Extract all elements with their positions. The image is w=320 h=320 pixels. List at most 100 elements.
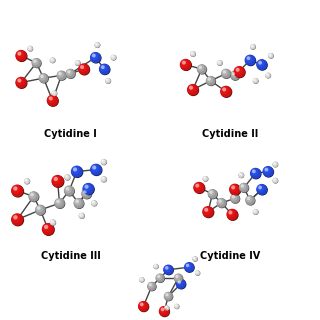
Circle shape — [203, 176, 207, 180]
Circle shape — [251, 168, 258, 176]
Circle shape — [257, 60, 268, 71]
Circle shape — [232, 72, 235, 76]
Circle shape — [52, 175, 61, 184]
Circle shape — [29, 192, 36, 199]
Circle shape — [159, 307, 170, 317]
Circle shape — [262, 166, 274, 177]
Circle shape — [39, 73, 48, 83]
Circle shape — [100, 64, 107, 72]
Circle shape — [30, 193, 34, 196]
Circle shape — [105, 78, 111, 84]
Circle shape — [95, 42, 100, 48]
Circle shape — [163, 265, 173, 275]
Circle shape — [52, 91, 57, 96]
Circle shape — [221, 86, 229, 94]
Circle shape — [194, 182, 205, 194]
Circle shape — [174, 274, 183, 283]
Circle shape — [193, 182, 205, 194]
Circle shape — [174, 273, 183, 283]
Circle shape — [36, 205, 46, 216]
Text: Cytidine III: Cytidine III — [41, 251, 100, 261]
Circle shape — [51, 58, 52, 60]
Circle shape — [12, 214, 20, 223]
Circle shape — [230, 194, 237, 201]
Circle shape — [24, 178, 28, 183]
Circle shape — [57, 70, 66, 80]
Circle shape — [42, 223, 51, 232]
Circle shape — [195, 184, 199, 188]
Circle shape — [165, 306, 167, 308]
Circle shape — [272, 162, 278, 167]
Circle shape — [71, 166, 83, 178]
Circle shape — [57, 71, 64, 78]
Circle shape — [234, 66, 245, 78]
Circle shape — [184, 262, 195, 273]
Circle shape — [100, 64, 110, 75]
Circle shape — [208, 189, 217, 199]
Circle shape — [101, 159, 105, 164]
Circle shape — [164, 292, 173, 301]
Circle shape — [266, 73, 269, 77]
Circle shape — [230, 71, 240, 81]
Circle shape — [58, 72, 62, 76]
Circle shape — [230, 184, 238, 192]
Circle shape — [247, 197, 250, 200]
Circle shape — [246, 196, 256, 206]
Circle shape — [148, 282, 154, 289]
Circle shape — [75, 60, 80, 66]
Circle shape — [232, 195, 235, 198]
Circle shape — [257, 184, 268, 196]
Circle shape — [55, 198, 65, 209]
Circle shape — [80, 213, 82, 216]
Circle shape — [188, 84, 196, 92]
Circle shape — [250, 44, 254, 48]
Circle shape — [71, 166, 80, 174]
Circle shape — [80, 65, 84, 69]
Circle shape — [39, 74, 46, 81]
Circle shape — [209, 190, 213, 194]
Circle shape — [189, 86, 193, 90]
Circle shape — [164, 305, 169, 311]
Circle shape — [79, 64, 87, 72]
Circle shape — [56, 199, 60, 203]
Circle shape — [256, 59, 267, 70]
Circle shape — [194, 182, 202, 190]
Circle shape — [257, 60, 265, 68]
Circle shape — [273, 179, 275, 180]
Circle shape — [221, 86, 232, 98]
Circle shape — [55, 198, 62, 206]
Circle shape — [251, 168, 261, 180]
Circle shape — [178, 280, 181, 284]
Circle shape — [50, 220, 56, 226]
Circle shape — [202, 206, 214, 218]
Circle shape — [40, 75, 44, 78]
Circle shape — [197, 65, 207, 75]
Circle shape — [75, 60, 81, 66]
Circle shape — [258, 61, 262, 65]
Circle shape — [272, 178, 278, 183]
Circle shape — [206, 76, 213, 83]
Circle shape — [268, 53, 272, 57]
Circle shape — [54, 198, 65, 209]
Circle shape — [92, 53, 96, 58]
Circle shape — [67, 70, 71, 74]
Circle shape — [50, 58, 56, 63]
Circle shape — [229, 184, 241, 195]
Circle shape — [12, 185, 20, 194]
Text: Cytidine IV: Cytidine IV — [200, 251, 260, 261]
Circle shape — [79, 64, 90, 76]
Circle shape — [47, 95, 55, 103]
Circle shape — [221, 69, 231, 79]
Circle shape — [245, 55, 253, 63]
Circle shape — [195, 271, 199, 274]
Circle shape — [91, 200, 97, 206]
Circle shape — [13, 215, 18, 220]
Circle shape — [66, 187, 69, 191]
Circle shape — [29, 192, 39, 202]
Circle shape — [33, 60, 36, 63]
Circle shape — [64, 186, 75, 196]
Circle shape — [106, 78, 109, 82]
Circle shape — [253, 209, 259, 215]
Circle shape — [164, 306, 170, 311]
Circle shape — [165, 293, 169, 296]
